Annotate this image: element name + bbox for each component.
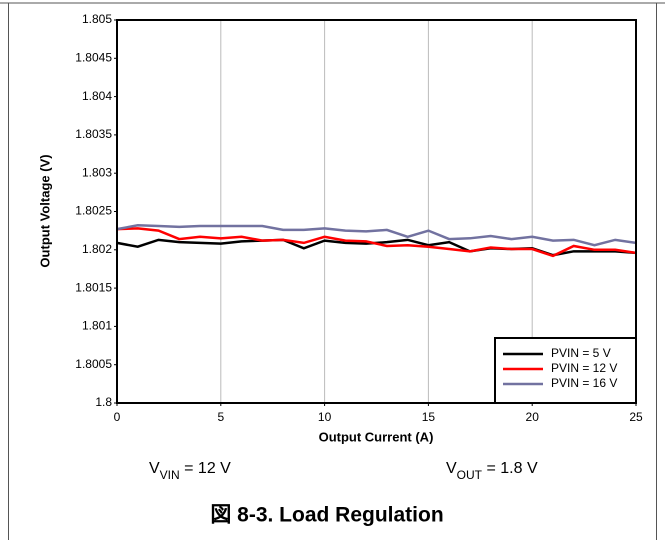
x-axis-title: Output Current (A) xyxy=(319,429,434,444)
y-tick-label: 1.8015 xyxy=(75,280,112,294)
x-tick-label: 5 xyxy=(217,410,224,424)
y-tick-label: 1.8 xyxy=(95,395,112,409)
legend-label: PVIN = 12 V xyxy=(551,361,617,375)
y-tick-label: 1.803 xyxy=(82,165,112,179)
annotation-sub: VIN xyxy=(160,468,180,482)
annotation-base: V xyxy=(149,460,160,477)
series-line xyxy=(116,227,637,258)
series-line xyxy=(116,224,637,247)
y-tick-label: 1.804 xyxy=(82,89,112,103)
y-tick-label: 1.8005 xyxy=(75,357,112,371)
y-tick-label: 1.8025 xyxy=(75,204,112,218)
legend-label: PVIN = 16 V xyxy=(551,376,617,390)
x-tick-label: 10 xyxy=(318,410,332,424)
y-tick-label: 1.802 xyxy=(82,242,112,256)
legend-box xyxy=(494,337,637,404)
annotation-base: V xyxy=(446,460,457,477)
y-tick-label: 1.805 xyxy=(82,12,112,26)
y-tick-label: 1.801 xyxy=(82,319,112,333)
annotation-rest: = 12 V xyxy=(180,460,231,477)
y-tick-label: 1.8035 xyxy=(75,127,112,141)
x-tick-label: 0 xyxy=(114,410,121,424)
x-tick-label: 20 xyxy=(526,410,540,424)
annotation: VVIN = 12 V xyxy=(149,460,231,482)
caption: 図 8-3. Load Regulation xyxy=(210,504,443,527)
annotation: VOUT = 1.8 V xyxy=(446,460,538,482)
x-tick-label: 25 xyxy=(629,410,643,424)
plot-frame xyxy=(116,19,637,404)
y-tick-label: 1.8045 xyxy=(75,50,112,64)
annotation-rest: = 1.8 V xyxy=(482,460,538,477)
x-tick-label: 15 xyxy=(422,410,436,424)
annotation-sub: OUT xyxy=(457,468,483,482)
y-axis-title: Output Voltage (V) xyxy=(37,154,52,267)
legend-label: PVIN = 5 V xyxy=(551,346,611,360)
